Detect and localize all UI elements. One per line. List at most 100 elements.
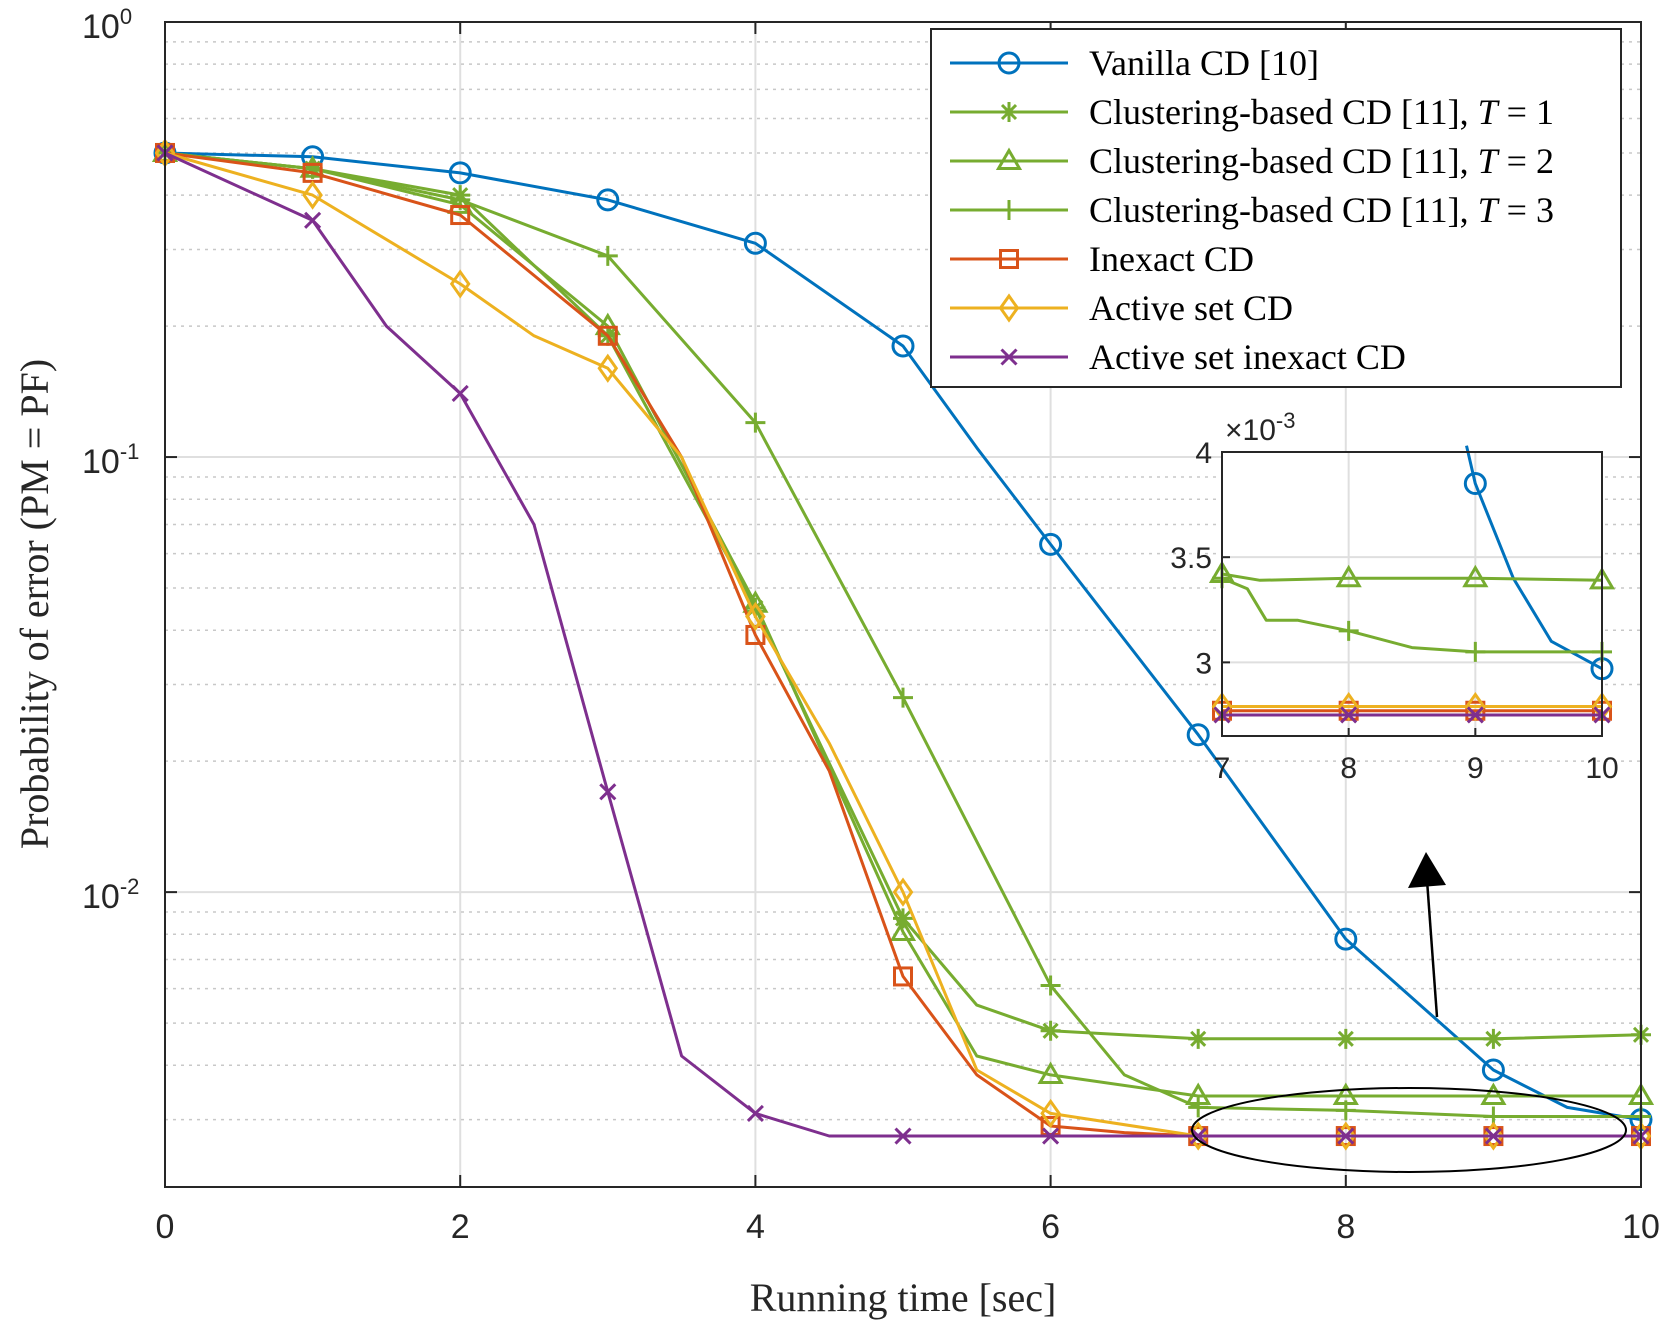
data-point-triangle (1480, 1082, 1507, 1105)
data-point-plus (597, 245, 618, 266)
inset-series-clustering-based-cd-11-t-2 (1208, 560, 1616, 590)
legend-entry-active-set-inexact-cd: Active set inexact CD (950, 337, 1406, 377)
x-axis-label: Running time [sec] (750, 1275, 1057, 1320)
y-axis-label: Probability of error (PM = PF) (12, 359, 57, 849)
legend-entry-clustering-based-cd-11-t-1: Clustering-based CD [11], T = 1 (950, 92, 1554, 132)
legend-marker-asterisk (999, 102, 1019, 122)
legend-marker-diamond (998, 293, 1020, 323)
data-point-cross (1484, 1127, 1502, 1145)
data-point-diamond (1040, 1098, 1061, 1129)
inset-series-clustering-based-cd-11-t-3 (1212, 568, 1612, 662)
inset-series-line (1221, 576, 1602, 654)
inset-x-tick-label: 7 (1214, 752, 1231, 785)
inset-y-tick-label: 3.5 (1170, 542, 1212, 575)
series-active-set-inexact-cd (156, 144, 1650, 1145)
data-point-triangle (889, 918, 917, 941)
inset-data-point-triangle (1335, 564, 1362, 588)
data-point-cross (1189, 1127, 1207, 1145)
data-point-circle (1039, 532, 1063, 556)
data-point-cross (1337, 1127, 1355, 1145)
main-axis-ticks: 0 2 4 6 8 10 100 10-1 10-2 (82, 4, 1660, 1246)
data-point-plus (745, 412, 766, 433)
data-point-plus (302, 158, 323, 179)
inset-data-point-plus (1465, 641, 1486, 662)
legend-label: Clustering-based CD [11], T = 1 (1089, 92, 1554, 132)
y-tick-label: 100 (82, 4, 132, 46)
data-point-cross (304, 211, 322, 229)
inset-data-point-circle (1463, 472, 1487, 496)
legend-entry-clustering-based-cd-11-t-3: Clustering-based CD [11], T = 3 (950, 190, 1554, 230)
main-plot-frame (164, 21, 1642, 1188)
inset-data-point-diamond (1338, 691, 1360, 722)
data-point-plus (1188, 1097, 1209, 1118)
legend-entry-active-set-cd: Active set CD (950, 288, 1293, 328)
inset-x-tick-label: 10 (1585, 752, 1618, 785)
legend-label: Active set inexact CD (1089, 337, 1406, 377)
inset-background (1222, 452, 1602, 736)
x-tick-label: 10 (1622, 1208, 1660, 1246)
zoom-region-ellipse (1191, 1087, 1627, 1173)
data-point-asterisk (1040, 1020, 1061, 1041)
x-tick-label: 6 (1041, 1208, 1060, 1246)
series-vanilla-cd-10 (153, 141, 1653, 1132)
legend-entry-inexact-cd: Inexact CD (950, 239, 1254, 279)
data-point-cross (451, 384, 469, 403)
inset-data-point-cross (1340, 706, 1358, 724)
data-point-plus (1335, 1100, 1356, 1121)
data-point-asterisk (1188, 1028, 1209, 1049)
legend-label: Active set CD (1089, 288, 1293, 328)
legend-box (930, 28, 1622, 388)
data-point-asterisk (1335, 1028, 1356, 1049)
data-point-square (597, 325, 618, 346)
inset-plot-frame (1221, 451, 1603, 737)
inset-data-point-cross (1466, 706, 1484, 724)
inset-series-line (1221, 572, 1603, 582)
y-tick-label: 10-2 (82, 874, 139, 916)
legend-label: Inexact CD (1089, 239, 1254, 279)
data-point-circle (743, 231, 767, 255)
data-point-cross (599, 783, 617, 801)
inset-multiplier: ×10-3 (1225, 408, 1295, 447)
series-line (164, 151, 1642, 1122)
data-point-cross (746, 1104, 764, 1122)
data-point-circle (1481, 1058, 1505, 1082)
inset-zoom-axes: 7 8 9 10 4 3.5 3 ×10-3 (1170, 408, 1618, 785)
data-point-diamond (745, 601, 766, 632)
x-tick-label: 2 (451, 1208, 470, 1246)
legend-label: Vanilla CD [10] (1089, 43, 1319, 83)
data-point-diamond (892, 877, 914, 907)
zoom-arrow (1408, 852, 1446, 1018)
x-tick-label: 0 (156, 1208, 175, 1246)
legend-entry-vanilla-cd-10: Vanilla CD [10] (950, 43, 1319, 83)
data-point-asterisk (893, 908, 913, 929)
x-tick-label: 8 (1336, 1208, 1355, 1246)
data-point-diamond (302, 180, 323, 210)
data-point-cross (1042, 1127, 1060, 1145)
data-point-asterisk (1483, 1028, 1504, 1049)
series-line (164, 151, 1641, 1098)
x-tick-label: 4 (746, 1208, 765, 1246)
legend-marker-cross (1000, 348, 1018, 366)
legend-marker-plus (999, 200, 1019, 220)
legend-label: Clustering-based CD [11], T = 3 (1089, 190, 1554, 230)
legend: Vanilla CD [10] Clustering-based CD [11],… (930, 28, 1622, 388)
data-point-asterisk (745, 597, 766, 618)
series-line (164, 151, 1641, 1118)
data-point-circle (448, 161, 472, 185)
inset-data-point-plus (1338, 620, 1359, 641)
main-series (151, 138, 1655, 1151)
legend-entry-clustering-based-cd-11-t-2: Clustering-based CD [11], T = 2 (950, 141, 1554, 181)
inset-x-tick-label: 8 (1340, 752, 1357, 785)
data-point-square (893, 966, 913, 987)
data-point-circle (596, 188, 620, 212)
inset-data-point-diamond (1464, 691, 1486, 722)
data-point-circle (1186, 723, 1210, 747)
inset-series (1208, 445, 1616, 724)
y-tick-label: 10-1 (82, 439, 139, 481)
data-point-triangle (594, 312, 621, 336)
data-point-square (450, 205, 471, 226)
legend-marker-triangle (995, 147, 1023, 170)
legend-marker-circle (997, 51, 1021, 75)
inset-data-point-triangle (1462, 564, 1489, 588)
